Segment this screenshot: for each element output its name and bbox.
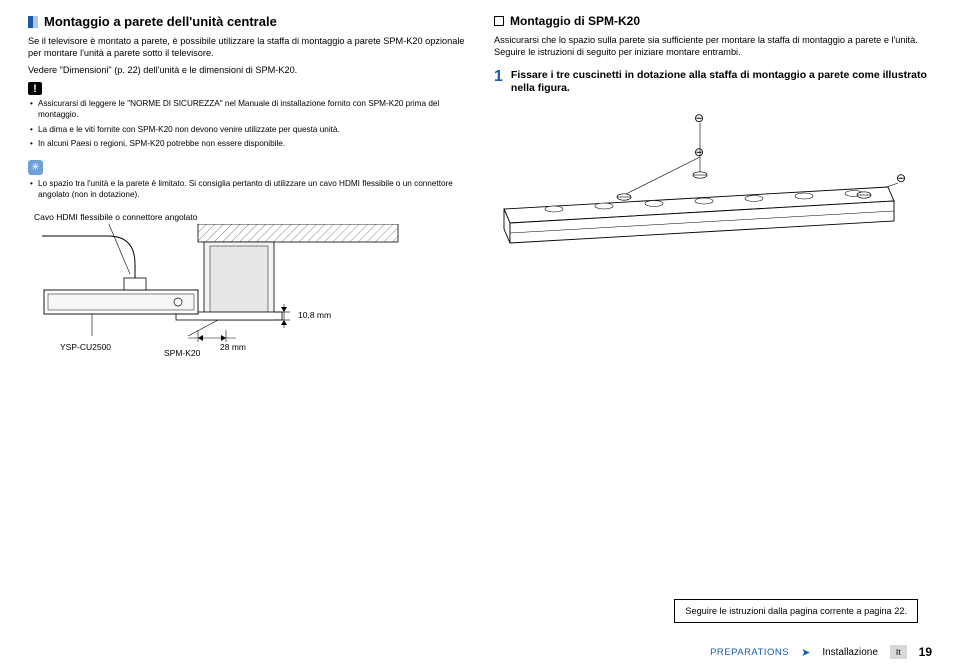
- heading-title: Montaggio a parete dell'unità centrale: [44, 14, 277, 29]
- footer-page-number: 19: [919, 645, 932, 659]
- footer-language: It: [890, 645, 907, 659]
- warning-item: La dima e le viti fornite con SPM-K20 no…: [30, 125, 466, 136]
- continue-note-box: Seguire le istruzioni dalla pagina corre…: [674, 599, 918, 623]
- right-paragraph: Assicurarsi che lo spazio sulla parete s…: [494, 34, 932, 59]
- footer-subsection: Installazione: [822, 647, 878, 658]
- cushion-icon: ⊖: [896, 171, 906, 185]
- bracket-label: SPM-K20: [164, 348, 200, 358]
- cushion-icon: ⊖: [694, 145, 704, 159]
- cable-label: Cavo HDMI flessibile o connettore angola…: [34, 212, 197, 222]
- dim-28mm: 28 mm: [220, 342, 246, 352]
- heading-marker-icon: [28, 16, 38, 28]
- step-1: 1 Fissare i tre cuscinetti in dotazione …: [494, 69, 932, 95]
- warning-item: Assicurarsi di leggere le "NORME DI SICU…: [30, 99, 466, 120]
- diagram-svg: [28, 224, 418, 394]
- warning-icon: !: [28, 82, 42, 95]
- page-footer: PREPARATIONS ➤ Installazione It 19: [710, 645, 932, 659]
- arrow-icon: ➤: [801, 646, 810, 659]
- intro-paragraph-1: Se il televisore è montato a parete, è p…: [28, 35, 466, 60]
- tip-icon: ✳: [28, 160, 43, 175]
- bracket-diagram: ⊖ ⊖ ⊖: [494, 109, 914, 269]
- cushion-icon: ⊖: [694, 111, 704, 125]
- warning-list: Assicurarsi di leggere le "NORME DI SICU…: [28, 99, 466, 150]
- step-text: Fissare i tre cuscinetti in dotazione al…: [511, 69, 932, 95]
- sub-marker-icon: [494, 16, 504, 26]
- tip-item: Lo spazio tra l'unità e la parete è limi…: [30, 179, 466, 200]
- unit-label: YSP-CU2500: [60, 342, 111, 352]
- step-number: 1: [494, 69, 503, 95]
- wall-mount-diagram: Cavo HDMI flessibile o connettore angola…: [28, 212, 418, 382]
- sub-heading: Montaggio di SPM-K20: [494, 14, 932, 28]
- dim-10-8mm: 10,8 mm: [298, 310, 331, 320]
- footer-section: PREPARATIONS: [710, 647, 789, 658]
- right-column: Montaggio di SPM-K20 Assicurarsi che lo …: [494, 14, 932, 382]
- left-column: Montaggio a parete dell'unità centrale S…: [28, 14, 466, 382]
- warning-item: In alcuni Paesi o regioni, SPM-K20 potre…: [30, 139, 466, 150]
- section-heading: Montaggio a parete dell'unità centrale: [28, 14, 466, 29]
- sub-title: Montaggio di SPM-K20: [510, 14, 640, 28]
- intro-paragraph-2: Vedere "Dimensioni" (p. 22) dell'unità e…: [28, 64, 466, 76]
- bracket-svg: [494, 109, 914, 269]
- tip-list: Lo spazio tra l'unità e la parete è limi…: [28, 179, 466, 200]
